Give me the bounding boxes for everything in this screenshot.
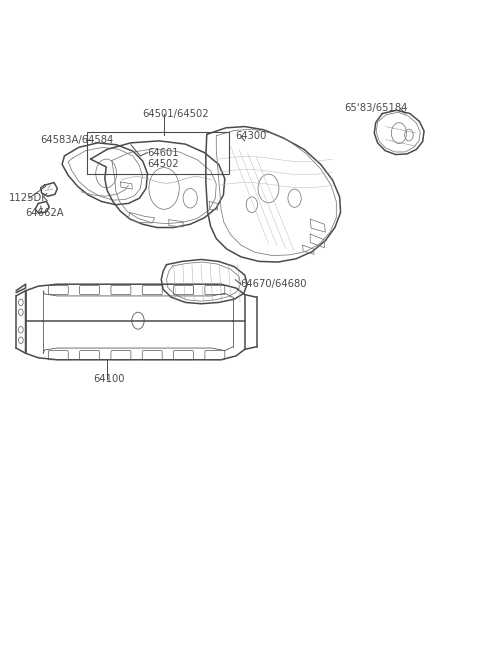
Text: 64662A: 64662A [25,208,64,217]
Text: 64501/64502: 64501/64502 [143,108,209,118]
Text: 64502: 64502 [147,160,179,170]
Text: 64601: 64601 [147,148,179,158]
Text: 64670/64680: 64670/64680 [240,279,307,289]
Text: 1125DK: 1125DK [9,193,48,203]
Text: 65ʻ83/65184: 65ʻ83/65184 [344,103,408,113]
Text: 64100: 64100 [93,374,124,384]
Text: 64583A/64584: 64583A/64584 [41,135,114,145]
Text: 64300: 64300 [235,131,266,141]
